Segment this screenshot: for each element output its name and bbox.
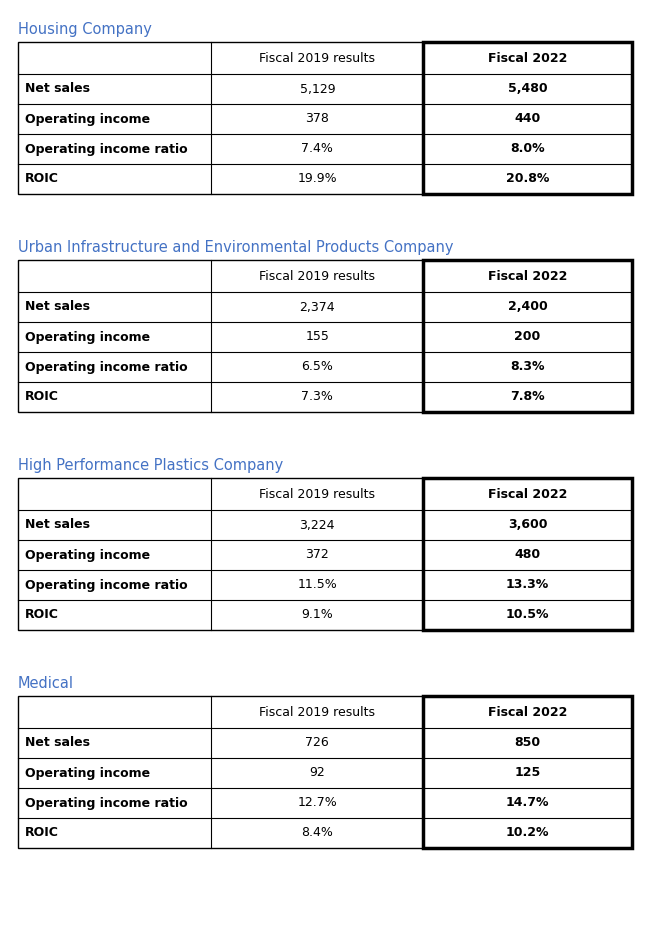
Text: Operating income: Operating income: [25, 112, 150, 125]
Text: Operating income ratio: Operating income ratio: [25, 361, 188, 374]
Bar: [423, 42, 632, 194]
Text: Fiscal 2022: Fiscal 2022: [488, 51, 567, 64]
Bar: [18, 260, 632, 412]
Text: 3,224: 3,224: [300, 518, 335, 531]
Bar: [423, 478, 632, 630]
Text: 12.7%: 12.7%: [298, 797, 337, 810]
Text: Net sales: Net sales: [25, 301, 90, 314]
Text: Fiscal 2019 results: Fiscal 2019 results: [259, 705, 375, 718]
Text: Fiscal 2022: Fiscal 2022: [488, 270, 567, 282]
Text: Housing Company: Housing Company: [18, 22, 152, 37]
Text: 14.7%: 14.7%: [506, 797, 549, 810]
Text: 8.3%: 8.3%: [510, 361, 545, 374]
Text: Fiscal 2022: Fiscal 2022: [488, 488, 567, 501]
Text: Fiscal 2019 results: Fiscal 2019 results: [259, 488, 375, 501]
Text: 378: 378: [306, 112, 330, 125]
Text: Operating income: Operating income: [25, 767, 150, 780]
Text: 10.2%: 10.2%: [506, 827, 549, 840]
Text: Operating income: Operating income: [25, 331, 150, 344]
Text: 2,374: 2,374: [300, 301, 335, 314]
Text: 372: 372: [306, 548, 329, 561]
Text: 8.0%: 8.0%: [510, 143, 545, 155]
Text: Operating income ratio: Operating income ratio: [25, 578, 188, 591]
Text: 3,600: 3,600: [508, 518, 547, 531]
Text: 7.8%: 7.8%: [510, 390, 545, 403]
Text: ROIC: ROIC: [25, 608, 59, 621]
Text: 200: 200: [515, 331, 541, 344]
Text: Operating income: Operating income: [25, 548, 150, 561]
Text: Net sales: Net sales: [25, 518, 90, 531]
Text: Medical: Medical: [18, 676, 74, 691]
Text: Fiscal 2022: Fiscal 2022: [488, 705, 567, 718]
Text: Urban Infrastructure and Environmental Products Company: Urban Infrastructure and Environmental P…: [18, 240, 454, 255]
Text: 440: 440: [515, 112, 541, 125]
Text: 2,400: 2,400: [508, 301, 547, 314]
Bar: [423, 696, 632, 848]
Text: 5,129: 5,129: [300, 82, 335, 95]
Text: 7.3%: 7.3%: [302, 390, 333, 403]
Text: 125: 125: [515, 767, 541, 780]
Text: Fiscal 2019 results: Fiscal 2019 results: [259, 270, 375, 282]
Text: 726: 726: [306, 737, 329, 749]
Bar: [423, 260, 632, 412]
Text: 92: 92: [309, 767, 325, 780]
Text: 9.1%: 9.1%: [302, 608, 333, 621]
Text: 5,480: 5,480: [508, 82, 547, 95]
Text: ROIC: ROIC: [25, 173, 59, 186]
Text: Fiscal 2019 results: Fiscal 2019 results: [259, 51, 375, 64]
Text: Operating income ratio: Operating income ratio: [25, 143, 188, 155]
Text: 8.4%: 8.4%: [302, 827, 333, 840]
Text: 6.5%: 6.5%: [302, 361, 333, 374]
Text: 19.9%: 19.9%: [298, 173, 337, 186]
Text: Net sales: Net sales: [25, 82, 90, 95]
Text: Net sales: Net sales: [25, 737, 90, 749]
Text: 11.5%: 11.5%: [298, 578, 337, 591]
Text: 13.3%: 13.3%: [506, 578, 549, 591]
Bar: [18, 42, 632, 194]
Bar: [18, 478, 632, 630]
Text: 850: 850: [515, 737, 541, 749]
Text: ROIC: ROIC: [25, 827, 59, 840]
Text: 155: 155: [306, 331, 330, 344]
Text: 7.4%: 7.4%: [302, 143, 333, 155]
Text: 480: 480: [515, 548, 541, 561]
Text: 20.8%: 20.8%: [506, 173, 549, 186]
Bar: [18, 696, 632, 848]
Text: Operating income ratio: Operating income ratio: [25, 797, 188, 810]
Text: 10.5%: 10.5%: [506, 608, 549, 621]
Text: ROIC: ROIC: [25, 390, 59, 403]
Text: High Performance Plastics Company: High Performance Plastics Company: [18, 459, 283, 474]
